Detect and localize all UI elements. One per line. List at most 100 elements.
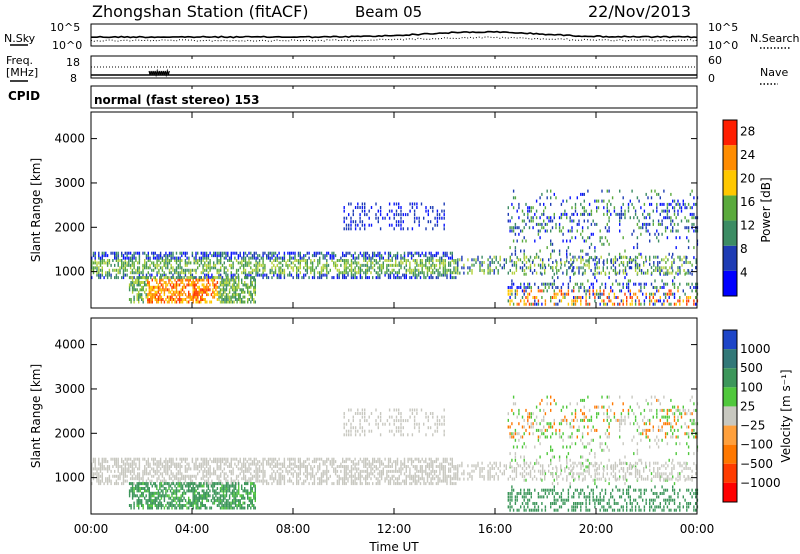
velocity-cell (441, 467, 443, 471)
power-cell (550, 219, 552, 223)
power-cell (370, 259, 372, 262)
power-cell (527, 216, 529, 220)
velocity-cell (326, 477, 328, 481)
power-cell (101, 273, 103, 277)
power-cell (241, 300, 243, 304)
power-cell (130, 298, 132, 301)
power-cell (542, 263, 544, 267)
velocity-cell (156, 499, 158, 503)
velocity-cell (393, 469, 395, 473)
power-cell (566, 239, 568, 243)
power-cell (255, 273, 257, 277)
power-cell (311, 276, 314, 280)
power-cell (489, 269, 491, 272)
power-cell (331, 276, 333, 280)
power-cell (368, 268, 370, 272)
velocity-cell (167, 467, 169, 471)
velocity-cell (398, 469, 400, 473)
velocity-cell (184, 457, 187, 461)
power-cell (596, 279, 598, 283)
power-cell (212, 281, 214, 284)
power-cell (174, 256, 176, 260)
power-cell (296, 266, 298, 270)
power-cell (192, 293, 194, 297)
power-cell (446, 273, 448, 277)
power-cell (290, 266, 293, 270)
power-cell (638, 282, 640, 286)
velocity-cell (274, 477, 277, 481)
power-cell (521, 219, 524, 223)
power-cell (228, 278, 231, 282)
velocity-cell (114, 462, 116, 466)
power-cell (283, 276, 286, 280)
power-cell (357, 261, 360, 265)
power-cell (516, 209, 518, 213)
velocity-cell (231, 484, 234, 488)
velocity-cell (352, 474, 354, 478)
velocity-cell (340, 469, 342, 473)
velocity-cell (442, 460, 445, 464)
power-cell (319, 261, 321, 265)
power-cell (516, 226, 518, 230)
power-cell (617, 296, 619, 299)
power-cell (105, 254, 107, 258)
velocity-cell (326, 474, 328, 478)
power-cell (303, 273, 305, 277)
power-cell (588, 256, 591, 260)
velocity-cell (365, 462, 367, 466)
velocity-cell (110, 479, 112, 483)
velocity-cell (278, 482, 280, 486)
velocity-cell (212, 484, 214, 488)
power-cell (184, 259, 187, 262)
power-cell (92, 251, 95, 255)
velocity-cell (347, 472, 349, 476)
velocity-cell (151, 484, 153, 488)
power-cell (410, 268, 413, 272)
velocity-cell (154, 462, 156, 466)
power-cell (441, 273, 443, 277)
power-cell (253, 298, 255, 301)
velocity-cell (274, 474, 277, 478)
power-cell (654, 299, 656, 303)
velocity-cell (233, 506, 235, 510)
power-cell (115, 273, 118, 277)
velocity-cell (197, 457, 199, 461)
power-cell (414, 276, 416, 280)
power-cell (313, 259, 316, 262)
power-cell (448, 268, 450, 272)
power-cell (368, 266, 370, 270)
power-cell (202, 271, 204, 275)
velocity-cell (410, 460, 413, 464)
velocity-cell (94, 472, 96, 476)
power-cell (212, 278, 214, 282)
power-cell (222, 300, 225, 304)
power-cell (588, 286, 591, 289)
velocity-cell (315, 460, 317, 464)
velocity-cell (222, 494, 225, 498)
velocity-cell (419, 460, 422, 464)
velocity-cell (326, 469, 328, 473)
power-cell (594, 255, 596, 259)
power-cell (656, 299, 658, 303)
velocity-cell (432, 462, 434, 466)
power-cell (257, 256, 259, 260)
power-cell (634, 263, 637, 267)
velocity-cell (372, 467, 374, 471)
power-cell (262, 254, 264, 258)
power-cell (583, 286, 585, 289)
power-cell (195, 283, 197, 287)
power-cell (604, 226, 607, 230)
power-cell (590, 269, 592, 272)
velocity-cell (101, 465, 103, 468)
power-cell (361, 202, 364, 206)
power-cell (509, 255, 511, 259)
power-cell (548, 258, 550, 262)
power-cell (671, 255, 673, 259)
power-cell (633, 216, 635, 220)
velocity-cell (178, 504, 181, 507)
power-cell (655, 255, 657, 259)
power-cell (386, 266, 388, 270)
power-cell (669, 266, 671, 270)
power-cell (253, 288, 255, 292)
power-cell (207, 254, 210, 258)
